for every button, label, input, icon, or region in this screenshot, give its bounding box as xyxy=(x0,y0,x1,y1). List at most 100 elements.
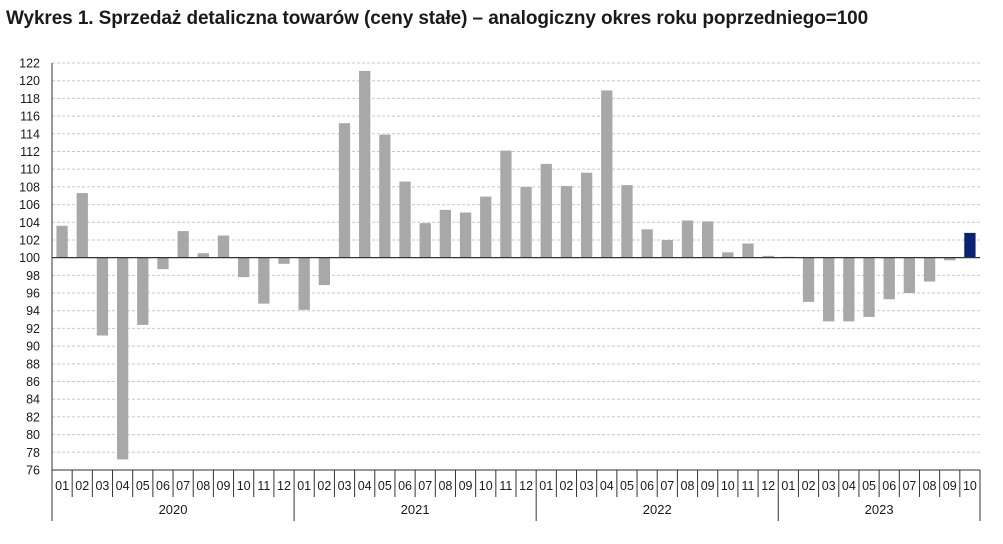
bar xyxy=(762,255,774,258)
year-label: 2021 xyxy=(401,502,430,517)
x-tick-label: 11 xyxy=(257,479,270,493)
x-tick-label: 08 xyxy=(196,479,210,493)
bar xyxy=(96,257,109,336)
y-tick-label: 122 xyxy=(19,57,40,71)
y-tick-label: 114 xyxy=(20,127,40,141)
x-tick-label: 02 xyxy=(317,479,331,493)
y-tick-label: 90 xyxy=(26,340,40,354)
bar xyxy=(964,232,976,258)
bars xyxy=(56,70,976,460)
x-tick-label: 11 xyxy=(499,479,512,493)
x-tick-label: 06 xyxy=(640,479,654,493)
x-tick-label: 05 xyxy=(620,479,634,493)
bar xyxy=(580,172,593,258)
x-tick-label: 11 xyxy=(742,479,755,493)
y-tick-label: 106 xyxy=(19,198,40,212)
x-tick-label: 09 xyxy=(943,479,957,493)
bar xyxy=(540,163,552,258)
x-tick-label: 07 xyxy=(902,479,916,493)
y-tick-label: 82 xyxy=(26,410,40,424)
bar xyxy=(177,231,189,258)
y-tick-label: 102 xyxy=(19,233,40,247)
x-tick-label: 01 xyxy=(781,479,795,493)
bar xyxy=(903,257,916,294)
y-tick-label: 94 xyxy=(26,304,40,318)
bar xyxy=(157,257,169,270)
bar xyxy=(923,257,936,282)
bar xyxy=(439,209,452,258)
x-tick-label: 08 xyxy=(438,479,452,493)
bar xyxy=(318,257,330,286)
chart-title: Wykres 1. Sprzedaż detaliczna towarów (c… xyxy=(6,8,869,29)
x-tick-label: 05 xyxy=(862,479,876,493)
bar xyxy=(137,257,149,325)
x-tick-label: 12 xyxy=(761,479,775,493)
bar xyxy=(863,257,875,317)
year-label: 2023 xyxy=(865,502,894,517)
x-tick-label: 04 xyxy=(116,479,130,493)
x-tick-label: 04 xyxy=(358,479,372,493)
x-tick-label: 03 xyxy=(338,479,352,493)
x-tick-label: 06 xyxy=(156,479,170,493)
tick-labels: 7678808284868890929496981001021041061081… xyxy=(19,57,977,518)
grid-lines xyxy=(52,62,980,471)
x-tick-label: 01 xyxy=(55,479,69,493)
y-tick-label: 96 xyxy=(26,287,40,301)
y-tick-label: 92 xyxy=(26,322,40,336)
x-tick-label: 07 xyxy=(418,479,432,493)
bar xyxy=(338,123,351,258)
year-label: 2020 xyxy=(159,502,188,517)
bar xyxy=(823,257,835,322)
x-tick-label: 10 xyxy=(963,479,977,493)
x-tick-label: 12 xyxy=(519,479,533,493)
bar xyxy=(56,225,68,258)
y-tick-label: 110 xyxy=(20,163,40,177)
x-tick-label: 01 xyxy=(297,479,311,493)
bar xyxy=(480,196,492,258)
y-tick-label: 84 xyxy=(26,393,40,407)
bar xyxy=(944,257,956,261)
x-tick-label: 10 xyxy=(479,479,493,493)
x-tick-label: 07 xyxy=(660,479,674,493)
year-label: 2022 xyxy=(643,502,672,517)
x-tick-label: 12 xyxy=(277,479,291,493)
y-tick-label: 112 xyxy=(20,145,40,159)
y-tick-label: 86 xyxy=(26,375,40,389)
bar xyxy=(278,257,290,264)
bar xyxy=(379,134,391,258)
x-tick-label: 03 xyxy=(822,479,836,493)
bar xyxy=(621,185,633,258)
x-tick-label: 06 xyxy=(398,479,412,493)
bar xyxy=(641,229,653,258)
x-tick-label: 09 xyxy=(701,479,715,493)
bar xyxy=(238,257,250,278)
x-tick-label: 07 xyxy=(176,479,190,493)
y-tick-label: 80 xyxy=(26,428,40,442)
bar xyxy=(298,257,310,310)
y-tick-label: 76 xyxy=(26,464,40,478)
y-tick-label: 116 xyxy=(20,110,40,124)
y-tick-label: 78 xyxy=(26,446,40,460)
y-tick-label: 98 xyxy=(26,269,40,283)
x-tick-label: 04 xyxy=(842,479,856,493)
x-tick-label: 05 xyxy=(378,479,392,493)
bar xyxy=(722,252,734,258)
bar xyxy=(419,223,431,258)
bar xyxy=(399,181,411,258)
x-tick-label: 05 xyxy=(136,479,150,493)
x-tick-label: 03 xyxy=(95,479,109,493)
bar xyxy=(217,235,230,258)
bar xyxy=(802,257,815,302)
x-tick-label: 02 xyxy=(802,479,816,493)
bar xyxy=(500,150,512,258)
y-tick-label: 88 xyxy=(26,357,40,371)
axes xyxy=(51,63,981,521)
bar xyxy=(560,185,573,258)
bar xyxy=(843,257,855,322)
y-tick-label: 100 xyxy=(19,251,40,265)
x-tick-label: 01 xyxy=(539,479,553,493)
x-tick-label: 06 xyxy=(882,479,896,493)
bar xyxy=(258,257,270,304)
x-tick-label: 09 xyxy=(459,479,473,493)
bar xyxy=(359,70,371,258)
